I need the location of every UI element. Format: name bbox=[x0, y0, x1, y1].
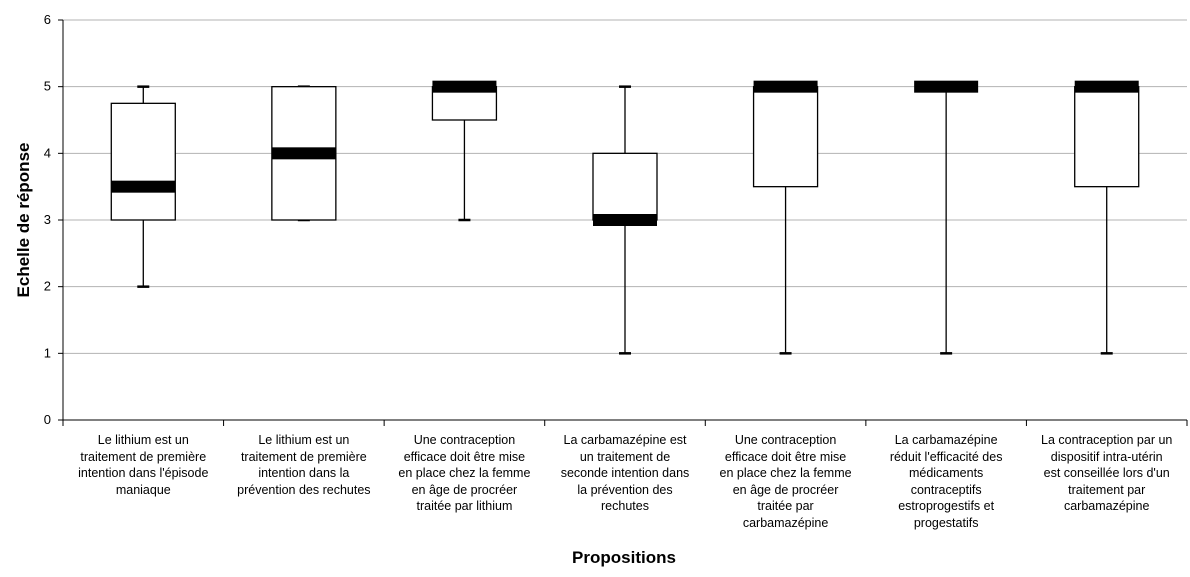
x-category-label-line: Le lithium est un bbox=[258, 433, 350, 447]
box bbox=[1074, 86, 1140, 188]
y-tick-label: 0 bbox=[44, 412, 51, 427]
x-category-label-line: en place chez la femme bbox=[398, 466, 531, 480]
x-category-label-line: réduit l'efficacité des bbox=[889, 449, 1003, 464]
x-category-label-line: La contraception par un bbox=[1041, 433, 1173, 447]
x-category-label-line: Le lithium est un bbox=[97, 433, 189, 447]
x-category-label-line: progestatifs bbox=[913, 515, 979, 530]
x-category-label-line: intention dans l'épisode bbox=[78, 466, 209, 480]
x-category-label-line: en âge de procréer bbox=[732, 482, 839, 497]
y-axis-title: Echelle de réponse bbox=[14, 142, 33, 298]
x-category-label-line: traitement par bbox=[1068, 482, 1146, 497]
median-bar bbox=[593, 214, 657, 226]
x-category-label-line: est conseillée lors d'un bbox=[1043, 466, 1170, 480]
x-category-label: Une contraception efficace doit être mise… bbox=[707, 432, 865, 531]
x-category-label-line: efficace doit être mise bbox=[403, 449, 526, 464]
x-category-label-line: traitement de première bbox=[80, 449, 207, 464]
x-category-label-line: carbamazépine bbox=[742, 515, 829, 530]
y-tick-label: 6 bbox=[44, 12, 51, 27]
x-category-label: La carbamazépine est un traitement de seco… bbox=[546, 432, 704, 515]
x-category-label-line: Une contraception bbox=[413, 433, 516, 447]
box-item bbox=[110, 85, 176, 288]
y-tick-label: 4 bbox=[44, 145, 51, 160]
box bbox=[592, 152, 658, 221]
x-category-label-line: traitée par lithium bbox=[416, 499, 513, 513]
x-category-label-line: traitement de première bbox=[240, 449, 367, 464]
median-bar bbox=[914, 80, 979, 93]
median-bar bbox=[111, 180, 176, 193]
x-category-label-line: en place chez la femme bbox=[719, 466, 852, 480]
y-tick-label: 2 bbox=[44, 279, 51, 294]
x-category-label-line: La carbamazépine bbox=[894, 433, 998, 447]
y-tick-label: 3 bbox=[44, 212, 51, 227]
x-category-label-line: estroprogestifs et bbox=[898, 499, 995, 513]
x-axis-title: Propositions bbox=[572, 548, 676, 567]
box-item bbox=[592, 85, 658, 355]
x-category-label-line: carbamazépine bbox=[1063, 499, 1150, 513]
x-category-label-line: en âge de procréer bbox=[411, 482, 518, 497]
box bbox=[752, 86, 819, 188]
median-bar bbox=[432, 80, 497, 93]
y-tick-label: 1 bbox=[44, 345, 51, 360]
box-item bbox=[914, 80, 979, 355]
box-item bbox=[752, 80, 819, 355]
x-category-label-line: intention dans la bbox=[258, 466, 350, 480]
x-category-label-line: Une contraception bbox=[734, 433, 837, 447]
x-category-label-line: contraceptifs bbox=[910, 482, 982, 497]
box bbox=[110, 102, 176, 221]
y-tick-label: 5 bbox=[44, 79, 51, 94]
box-item bbox=[271, 85, 337, 222]
box-series bbox=[110, 80, 1140, 355]
median-bar bbox=[1074, 80, 1139, 93]
box-item bbox=[431, 80, 498, 222]
y-tick-labels: 0 1 2 3 4 5 6 bbox=[44, 12, 63, 427]
x-category-label-line: efficace doit être mise bbox=[724, 449, 847, 464]
x-category-label-line: médicaments bbox=[908, 466, 984, 480]
x-category-label-line: maniaque bbox=[115, 482, 171, 497]
x-category-label-line: traitée par bbox=[757, 499, 814, 513]
x-category-label: Le lithium est un traitement de première i… bbox=[64, 432, 222, 498]
x-category-label: La carbamazépine réduit l'efficacité des m… bbox=[867, 432, 1025, 531]
median-bar bbox=[753, 80, 818, 93]
x-category-label: Une contraception efficace doit être mise… bbox=[385, 432, 543, 515]
x-category-label-line: rechutes bbox=[601, 499, 649, 513]
x-category-label: La contraception par un dispositif intra-… bbox=[1028, 432, 1186, 515]
x-category-label-line: La carbamazépine est bbox=[563, 433, 687, 447]
median-bar bbox=[271, 147, 336, 160]
x-category-label-line: seconde intention dans bbox=[560, 466, 690, 480]
x-category-label-line: dispositif intra-utérin bbox=[1050, 449, 1163, 464]
x-category-label: Le lithium est un traitement de première i… bbox=[225, 432, 383, 498]
x-category-label-line: la prévention des bbox=[577, 482, 673, 497]
x-category-label-line: un traitement de bbox=[579, 449, 671, 464]
x-category-label-line: prévention des rechutes bbox=[237, 482, 371, 497]
box-item bbox=[1074, 80, 1140, 355]
